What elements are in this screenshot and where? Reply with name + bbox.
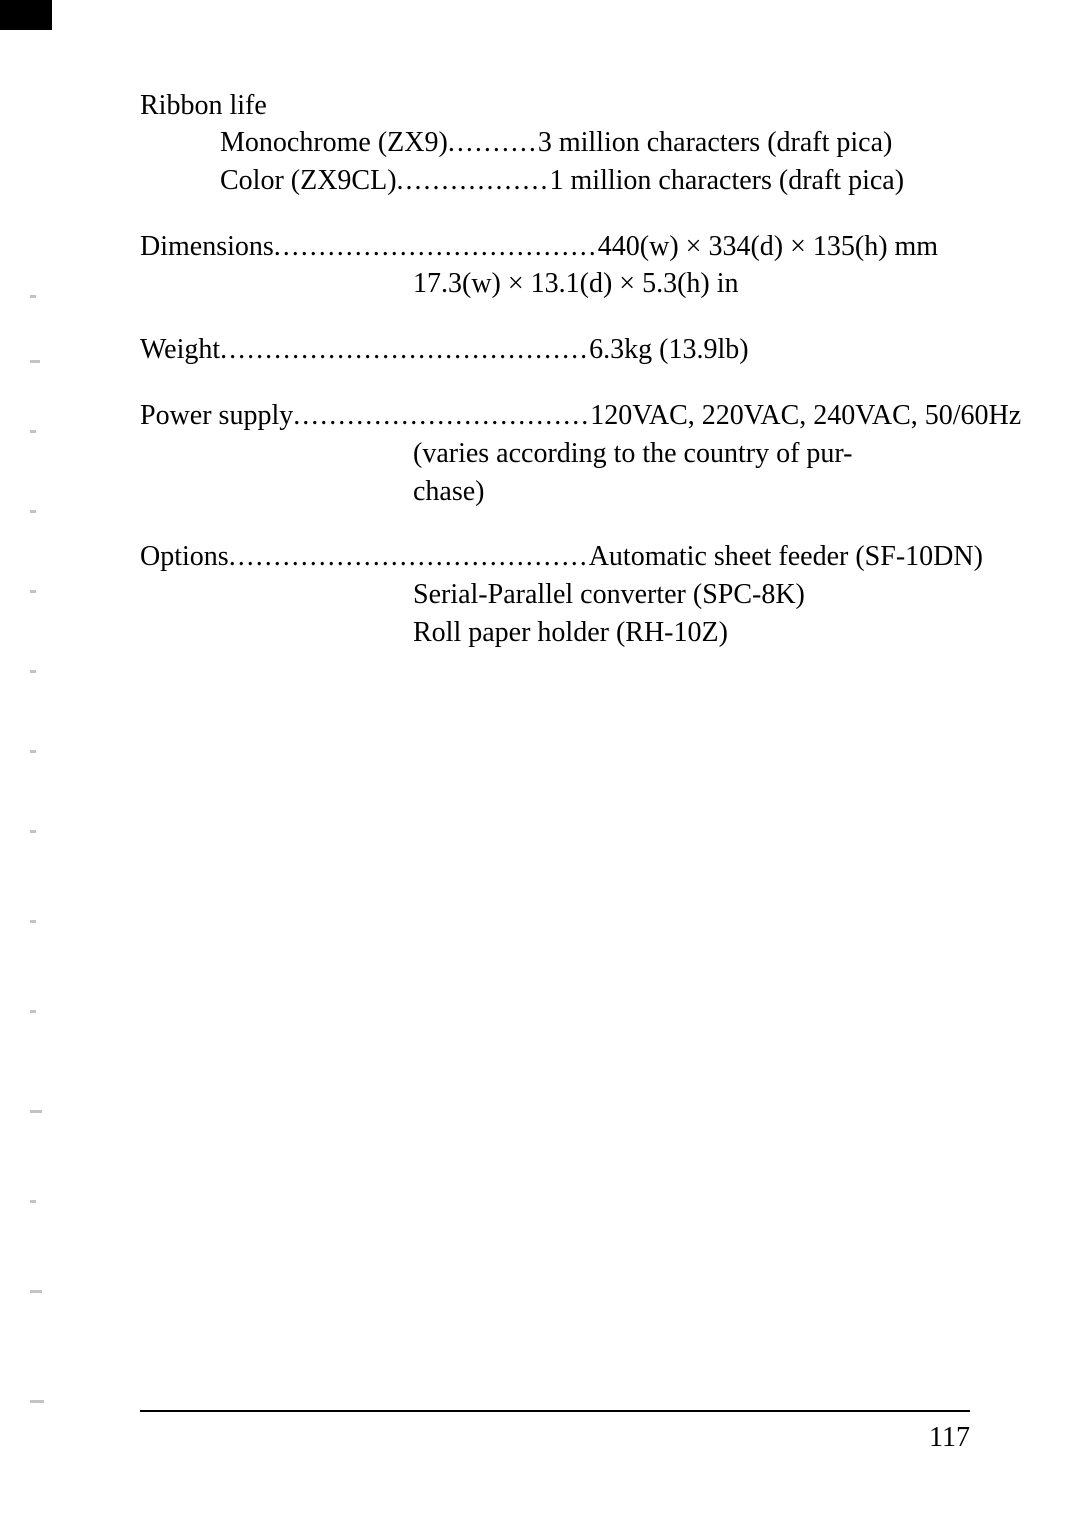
power-value3: chase): [140, 473, 970, 511]
dimensions-value2: 17.3(w) × 13.1(d) × 5.3(h) in: [140, 265, 970, 303]
scan-speck: [30, 1200, 36, 1203]
leader-dots: .................................: [293, 397, 590, 435]
leader-dots: ........................................: [229, 538, 589, 576]
options-value3: Roll paper holder (RH-10Z): [140, 614, 970, 652]
scan-speck: [30, 670, 36, 673]
scan-speck: [30, 510, 36, 513]
ribbon-color-label: Color (ZX9CL): [220, 162, 397, 200]
scan-speck: [30, 360, 40, 363]
spec-options: Options ................................…: [140, 538, 970, 651]
scan-speck: [30, 1290, 42, 1293]
ribbon-mono-label: Monochrome (ZX9): [220, 124, 448, 162]
scan-speck: [30, 1110, 42, 1113]
dimensions-value1: 440(w) × 334(d) × 135(h) mm: [598, 228, 938, 266]
leader-dots: ..........: [448, 124, 538, 162]
weight-row: Weight .................................…: [140, 331, 970, 369]
options-value2: Serial-Parallel converter (SPC-8K): [140, 576, 970, 614]
ribbon-color-value: 1 million characters (draft pica): [550, 162, 905, 200]
ribbon-color-row: Color (ZX9CL) ................. 1 millio…: [140, 162, 970, 200]
footer-rule: [140, 1410, 970, 1412]
leader-dots: .................: [397, 162, 550, 200]
scan-speck: [30, 1400, 44, 1403]
power-label: Power supply: [140, 397, 293, 435]
options-row: Options ................................…: [140, 538, 970, 576]
options-value1: Automatic sheet feeder (SF-10DN): [589, 538, 983, 576]
scan-speck: [30, 830, 36, 833]
spec-weight: Weight .................................…: [140, 331, 970, 369]
power-value2: (varies according to the country of pur-: [140, 435, 970, 473]
page-number: 117: [929, 1422, 970, 1454]
ribbon-mono-row: Monochrome (ZX9) .......... 3 million ch…: [140, 124, 970, 162]
ribbon-mono-value: 3 million characters (draft pica): [538, 124, 893, 162]
options-label: Options: [140, 538, 229, 576]
scan-speck: [30, 430, 36, 433]
power-value1: 120VAC, 220VAC, 240VAC, 50/60Hz: [590, 397, 1021, 435]
leader-dots: ........................................…: [220, 331, 589, 369]
scan-speck: [30, 295, 36, 298]
scan-speck: [30, 750, 36, 753]
scan-speck: [30, 1010, 36, 1013]
weight-label: Weight: [140, 331, 220, 369]
dimensions-row: Dimensions .............................…: [140, 228, 970, 266]
weight-value: 6.3kg (13.9lb): [589, 331, 748, 369]
page-content: Ribbon life Monochrome (ZX9) .......... …: [140, 90, 970, 680]
dimensions-label: Dimensions: [140, 228, 274, 266]
ribbon-life-header: Ribbon life: [140, 90, 970, 122]
spec-ribbon-life: Ribbon life Monochrome (ZX9) .......... …: [140, 90, 970, 200]
spec-dimensions: Dimensions .............................…: [140, 228, 970, 304]
scan-speck: [30, 920, 36, 923]
scan-edge-artifact: [0, 0, 52, 30]
spec-power: Power supply ...........................…: [140, 397, 970, 510]
scan-speck: [30, 590, 36, 593]
power-row: Power supply ...........................…: [140, 397, 970, 435]
leader-dots: ....................................: [274, 228, 598, 266]
